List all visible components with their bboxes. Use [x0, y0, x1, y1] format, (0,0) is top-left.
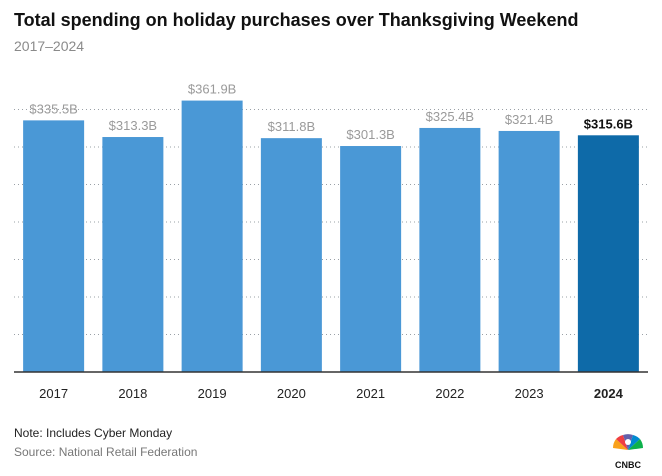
data-label-2020: $311.8B [268, 119, 315, 134]
bar-2024 [577, 135, 639, 372]
bar-2022 [419, 127, 481, 372]
cnbc-logo-icon: CNBC [613, 434, 643, 470]
x-tick-2021: 2021 [356, 386, 385, 401]
data-label-2022: $325.4B [426, 109, 474, 124]
source-note: Source: National Retail Federation [14, 445, 198, 459]
data-labels: $335.5B $313.3B $361.9B $311.8B $301.3B $325.… [29, 82, 633, 142]
cnbc-logo-text: CNBC [615, 460, 641, 470]
x-tick-2020: 2020 [277, 386, 306, 401]
bar-2017 [23, 120, 85, 372]
chart-title: Total spending on holiday purchases over… [14, 10, 579, 30]
x-tick-2017: 2017 [39, 386, 68, 401]
chart-subtitle: 2017–2024 [14, 38, 85, 54]
data-label-2024: $315.6B [584, 116, 633, 131]
bar-chart: $335.5B $313.3B $361.9B $311.8B $301.3B $325.… [14, 82, 648, 401]
x-tick-2023: 2023 [515, 386, 544, 401]
footnote: Note: Includes Cyber Monday [14, 426, 173, 440]
bars [23, 100, 639, 372]
data-label-2019: $361.9B [188, 82, 236, 97]
bar-2019 [181, 100, 243, 372]
x-tick-2022: 2022 [435, 386, 464, 401]
bar-2021 [340, 146, 402, 372]
x-tick-2018: 2018 [118, 386, 147, 401]
bar-2023 [498, 130, 560, 372]
bar-2020 [260, 138, 322, 372]
data-label-2021: $301.3B [346, 127, 394, 142]
x-tick-2024: 2024 [594, 386, 624, 401]
data-label-2017: $335.5B [29, 101, 77, 116]
data-label-2018: $313.3B [109, 118, 157, 133]
x-tick-2019: 2019 [198, 386, 227, 401]
bar-2018 [102, 137, 164, 372]
data-label-2023: $321.4B [505, 112, 553, 127]
x-tick-labels: 2017 2018 2019 2020 2021 2022 2023 2024 [39, 386, 623, 401]
